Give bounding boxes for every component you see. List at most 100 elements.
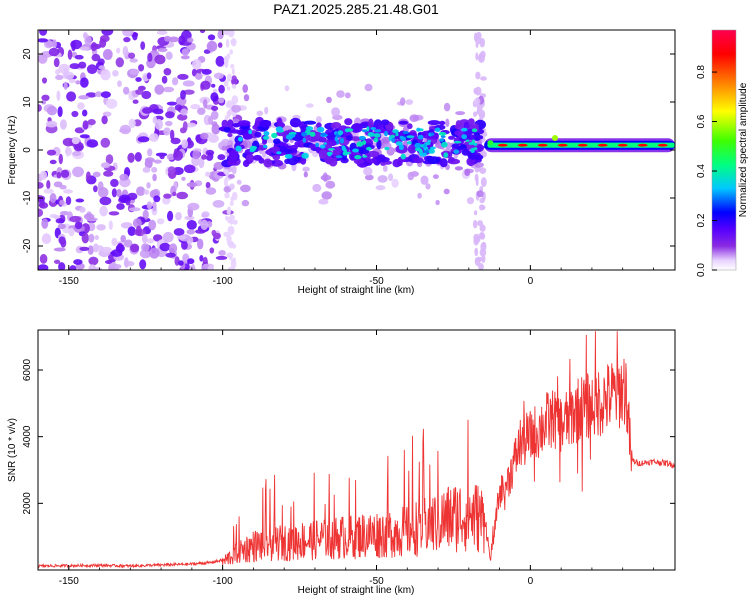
spectrogram-blob: [361, 129, 368, 133]
spectrogram-blob: [127, 226, 136, 236]
spectrogram-blob: [122, 46, 129, 57]
spectrogram-blob: [215, 55, 225, 67]
snr-panel: -150 -100 -50 0 2000 4000 6000 Height of strai…: [7, 329, 676, 596]
spectrogram-blob: [59, 199, 65, 206]
spectrogram-blob: [201, 154, 207, 160]
spectrogram-blob: [207, 265, 214, 270]
spectrogram-blob: [455, 120, 462, 128]
spectrogram-blob: [235, 145, 242, 152]
spectrogram-blob: [38, 182, 44, 189]
spectrogram-blob: [156, 218, 165, 225]
spectrogram-blob: [211, 229, 217, 237]
spectrogram-blob: [165, 120, 173, 127]
spectrogram-blob: [129, 58, 138, 63]
colorbar-tick: 0.6: [696, 114, 707, 128]
spectrogram-blob: [473, 154, 484, 160]
spectrogram-blob: [325, 180, 336, 189]
spectrogram-blob: [166, 101, 177, 106]
spectrogram-blob: [186, 220, 197, 230]
spectrogram-blob: [148, 219, 157, 231]
spectrogram-blob: [226, 252, 234, 258]
spectrogram-blob: [261, 150, 267, 157]
spectrogram-blob: [195, 229, 206, 234]
spectrogram-blob: [146, 238, 155, 244]
spectrogram-blob: [69, 265, 77, 270]
spectrogram-blob: [122, 30, 134, 37]
spectrogram-blob: [218, 84, 225, 94]
spectrogram-blob: [38, 104, 42, 112]
spectrogram-blob: [657, 143, 668, 147]
spectrogram-blob: [153, 195, 161, 203]
spectrogram-blob: [474, 247, 479, 257]
spectrogram-blob: [168, 36, 180, 43]
spectrogram-blob: [330, 122, 342, 129]
spectrogram-blob: [141, 233, 148, 244]
spectrogram-blob: [178, 35, 186, 46]
spectrogram-blob: [517, 143, 528, 147]
spectrogram-blob: [79, 77, 89, 88]
spectrogram-blob: [469, 134, 476, 141]
spectrogram-blob: [186, 229, 196, 235]
spectrogram-blob: [123, 86, 130, 95]
spectrogram-blob: [229, 183, 235, 190]
spectrogram-blob: [201, 68, 212, 75]
spectrogram-blob: [443, 102, 451, 112]
spectrogram-blob: [123, 37, 131, 43]
spectrogram-blob: [165, 51, 173, 60]
spectrogram-blob: [180, 55, 190, 60]
x-tick: 0: [528, 276, 534, 287]
spectrogram-blob: [301, 132, 307, 137]
spectrogram-blob: [108, 220, 113, 230]
spectrogram-blob: [178, 260, 184, 266]
spectrogram-blob: [128, 118, 136, 128]
spectrogram-blob: [262, 144, 268, 149]
spectrogram-blob: [167, 166, 176, 175]
spectrogram-blob: [398, 120, 409, 125]
spectrogram-blob: [162, 231, 174, 243]
spectrogram-blob: [454, 166, 463, 171]
spectrogram-blob: [381, 119, 390, 126]
spectrogram-blob: [416, 127, 421, 132]
spectrogram-blob: [95, 245, 104, 251]
spectrogram-blob: [336, 90, 345, 98]
spectrogram-blob: [237, 136, 243, 142]
spectrogram-blob: [242, 159, 250, 168]
spectrogram-blob: [471, 128, 478, 133]
spectrogram-blob: [46, 180, 51, 190]
spectrogram-blob: [88, 264, 97, 270]
spectrogram-blob: [473, 97, 481, 105]
spectrogram-blob: [205, 181, 211, 189]
spectrogram-blob: [200, 219, 209, 231]
spectrogram-blob: [142, 166, 151, 173]
spectrogram-blob: [354, 155, 362, 160]
spectrogram-blob: [229, 129, 242, 134]
spectrogram-blob: [395, 141, 403, 146]
spectrogram-blob: [71, 136, 80, 145]
spectrogram-blob: [400, 97, 406, 106]
spectrogram-blob: [285, 134, 294, 140]
spectrogram-blob: [406, 141, 412, 145]
spectrogram-blob: [120, 235, 126, 243]
spectrogram-blob: [237, 120, 251, 127]
snr-ylabel: SNR (10 * v/v): [7, 418, 18, 482]
spectrogram-blob: [163, 68, 172, 76]
spectrogram-blob: [190, 104, 201, 110]
spectrogram-blob: [309, 131, 316, 137]
spectrogram-blob: [101, 115, 108, 125]
spectrogram-blob: [101, 246, 112, 253]
colorbar-tick: 0.0: [696, 263, 707, 277]
spectrogram-blob: [187, 202, 200, 211]
spectrogram-blob: [440, 135, 446, 138]
spectrogram-blob: [111, 237, 118, 246]
spectrogram-blob: [215, 255, 228, 260]
spectrogram-blob: [116, 188, 122, 198]
spectrogram-blob: [344, 118, 353, 126]
colorbar-gradient: [712, 30, 736, 270]
spectrogram-blob: [303, 120, 317, 125]
spectrogram-blob: [332, 146, 342, 156]
spectrogram-blob: [303, 171, 308, 178]
snr-series-line: [38, 331, 675, 569]
spectrogram-blob: [226, 100, 234, 106]
colorbar-tick: 0.2: [696, 213, 707, 227]
spectrogram-blob: [205, 187, 217, 195]
